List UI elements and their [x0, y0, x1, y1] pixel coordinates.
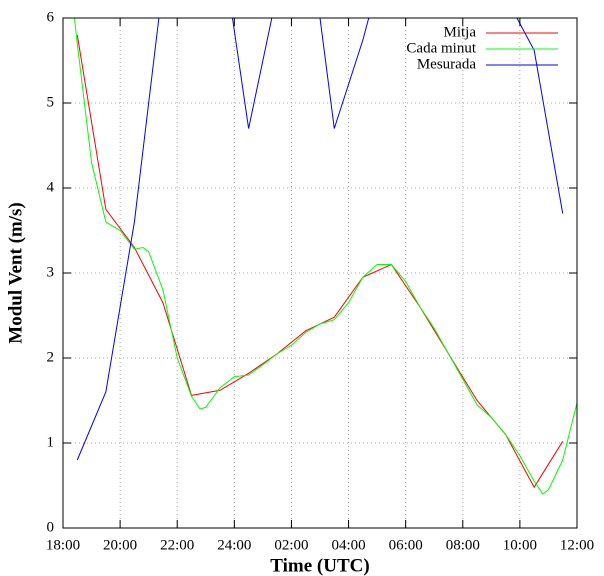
x-tick-label: 12:00 — [560, 537, 594, 553]
y-tick-label: 6 — [47, 9, 55, 25]
series-line — [73, 18, 577, 495]
legend-label: Mesurada — [417, 56, 476, 72]
y-tick-label: 5 — [47, 94, 55, 110]
x-tick-label: 06:00 — [389, 537, 423, 553]
series-line — [76, 18, 564, 461]
x-tick-label: 02:00 — [274, 537, 308, 553]
x-tick-label: 20:00 — [103, 537, 137, 553]
x-tick-label: 08:00 — [446, 537, 480, 553]
legend-label: Mitja — [444, 24, 477, 40]
y-tick-label: 4 — [47, 179, 55, 195]
ticks: 0 1 2 3 4 5 6 18:00 20:00 22:00 24:00 02:00 04:00 06:… — [46, 9, 594, 553]
x-axis-label: Time (UTC) — [270, 555, 369, 576]
y-tick-label: 3 — [47, 264, 55, 280]
legend-label: Cada minut — [406, 40, 476, 56]
x-tick-label: 24:00 — [217, 537, 251, 553]
plot-lines — [73, 18, 577, 495]
grid — [63, 18, 577, 528]
x-tick-label: 18:00 — [46, 537, 80, 553]
y-axis-label: Modul Vent (m/s) — [5, 202, 26, 343]
y-tick-label: 2 — [47, 349, 55, 365]
x-tick-label: 10:00 — [503, 537, 537, 553]
y-tick-label: 1 — [47, 434, 55, 450]
x-tick-label: 22:00 — [160, 537, 194, 553]
x-tick-label: 04:00 — [331, 537, 365, 553]
y-tick-label: 0 — [47, 519, 55, 535]
